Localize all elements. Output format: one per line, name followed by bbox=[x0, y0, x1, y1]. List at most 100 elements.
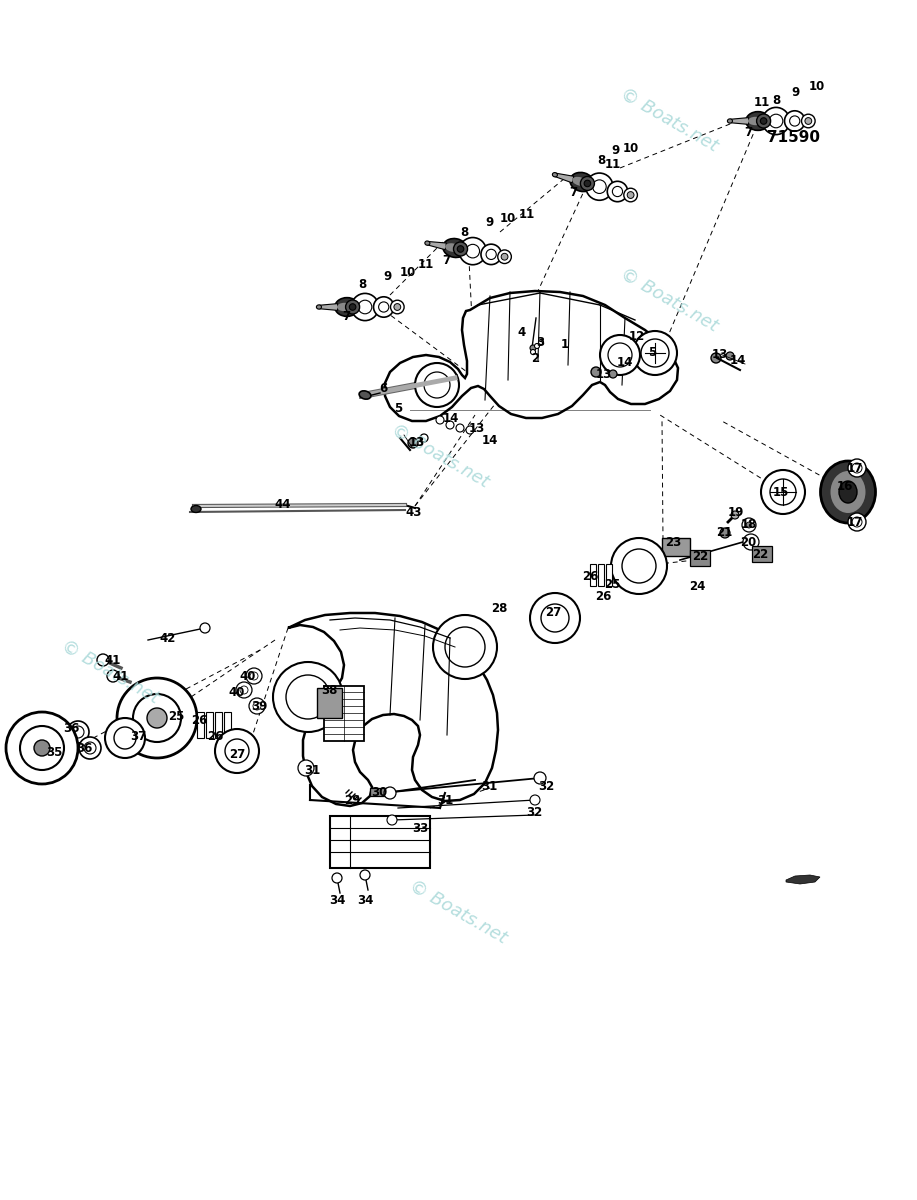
Circle shape bbox=[801, 114, 815, 127]
Circle shape bbox=[586, 173, 613, 200]
Text: 21: 21 bbox=[716, 527, 732, 540]
Circle shape bbox=[591, 367, 601, 377]
Bar bbox=[324, 686, 364, 740]
Text: © Boats.net: © Boats.net bbox=[388, 421, 492, 491]
Circle shape bbox=[790, 116, 800, 126]
Text: 7: 7 bbox=[442, 253, 450, 266]
Circle shape bbox=[433, 614, 497, 679]
Circle shape bbox=[731, 511, 739, 518]
Ellipse shape bbox=[552, 173, 558, 176]
Circle shape bbox=[624, 188, 637, 202]
Text: 32: 32 bbox=[538, 780, 554, 793]
Ellipse shape bbox=[445, 244, 460, 252]
Text: 27: 27 bbox=[229, 749, 245, 762]
Ellipse shape bbox=[748, 116, 763, 125]
Bar bbox=[197, 712, 204, 738]
Text: 24: 24 bbox=[689, 581, 705, 594]
Circle shape bbox=[72, 726, 84, 738]
Text: 8: 8 bbox=[772, 95, 780, 108]
Ellipse shape bbox=[337, 302, 352, 311]
Circle shape bbox=[360, 870, 370, 880]
Ellipse shape bbox=[584, 180, 591, 187]
Circle shape bbox=[769, 114, 783, 127]
Text: 42: 42 bbox=[160, 632, 176, 646]
Text: 9: 9 bbox=[384, 270, 392, 283]
Circle shape bbox=[848, 458, 866, 476]
Circle shape bbox=[852, 517, 862, 527]
Text: 13: 13 bbox=[469, 421, 485, 434]
Circle shape bbox=[711, 353, 721, 362]
Text: 9: 9 bbox=[485, 216, 493, 229]
Circle shape bbox=[379, 302, 389, 312]
Text: 7: 7 bbox=[342, 311, 350, 324]
Circle shape bbox=[107, 670, 119, 682]
Circle shape bbox=[530, 794, 540, 805]
Circle shape bbox=[200, 623, 210, 634]
Circle shape bbox=[384, 787, 396, 799]
Ellipse shape bbox=[191, 505, 201, 512]
Circle shape bbox=[486, 250, 496, 259]
Text: © Boats.net: © Boats.net bbox=[58, 637, 162, 707]
Circle shape bbox=[250, 672, 258, 680]
Ellipse shape bbox=[746, 112, 770, 131]
Text: 44: 44 bbox=[275, 498, 292, 511]
Text: 20: 20 bbox=[740, 536, 757, 550]
Ellipse shape bbox=[580, 176, 594, 191]
Circle shape bbox=[530, 346, 536, 350]
Text: 34: 34 bbox=[329, 894, 345, 906]
Circle shape bbox=[534, 772, 546, 784]
Circle shape bbox=[805, 118, 812, 125]
Text: 17: 17 bbox=[847, 516, 863, 528]
Text: 7: 7 bbox=[744, 126, 752, 139]
Text: 8: 8 bbox=[597, 154, 605, 167]
Circle shape bbox=[445, 626, 485, 667]
Circle shape bbox=[67, 721, 89, 743]
Text: 17: 17 bbox=[847, 462, 863, 474]
Text: 14: 14 bbox=[481, 433, 498, 446]
Text: 16: 16 bbox=[837, 480, 853, 493]
Polygon shape bbox=[288, 613, 498, 806]
Text: 10: 10 bbox=[500, 211, 516, 224]
Circle shape bbox=[466, 245, 480, 258]
Text: 23: 23 bbox=[665, 536, 681, 550]
Circle shape bbox=[240, 686, 248, 694]
Circle shape bbox=[415, 362, 459, 407]
Bar bbox=[215, 712, 222, 738]
Ellipse shape bbox=[349, 304, 356, 311]
Bar bbox=[330, 816, 430, 868]
Circle shape bbox=[34, 740, 50, 756]
Circle shape bbox=[420, 434, 428, 442]
Circle shape bbox=[600, 335, 640, 374]
Polygon shape bbox=[786, 875, 820, 884]
Circle shape bbox=[408, 438, 418, 448]
Circle shape bbox=[746, 522, 752, 528]
Circle shape bbox=[633, 331, 677, 374]
Text: 11: 11 bbox=[605, 157, 621, 170]
Circle shape bbox=[20, 726, 64, 770]
Ellipse shape bbox=[760, 118, 767, 125]
Text: 8: 8 bbox=[459, 226, 468, 239]
Circle shape bbox=[373, 296, 394, 317]
Ellipse shape bbox=[443, 239, 467, 258]
Circle shape bbox=[726, 352, 734, 360]
Text: 37: 37 bbox=[130, 730, 146, 743]
Circle shape bbox=[286, 674, 330, 719]
Text: © Boats.net: © Boats.net bbox=[406, 877, 511, 947]
Text: 40: 40 bbox=[229, 685, 245, 698]
Circle shape bbox=[424, 372, 450, 398]
Circle shape bbox=[387, 815, 397, 826]
Circle shape bbox=[446, 421, 454, 428]
Text: 34: 34 bbox=[357, 894, 373, 906]
Circle shape bbox=[351, 293, 379, 320]
Circle shape bbox=[97, 654, 109, 666]
Circle shape bbox=[246, 668, 262, 684]
Ellipse shape bbox=[821, 461, 876, 523]
Text: 36: 36 bbox=[76, 743, 93, 756]
Text: 10: 10 bbox=[400, 265, 416, 278]
Text: 14: 14 bbox=[443, 412, 459, 425]
Circle shape bbox=[273, 662, 343, 732]
Text: 36: 36 bbox=[62, 721, 79, 734]
Text: 10: 10 bbox=[809, 80, 825, 94]
Circle shape bbox=[761, 470, 805, 514]
Text: 31: 31 bbox=[481, 780, 497, 792]
